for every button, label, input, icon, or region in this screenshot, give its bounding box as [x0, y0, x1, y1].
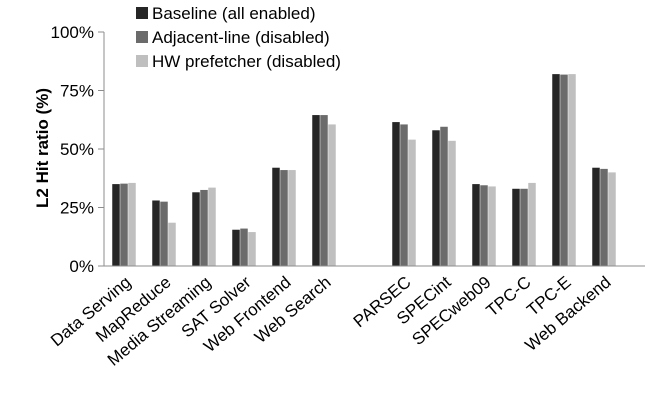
bar: [152, 200, 160, 266]
bar: [128, 182, 136, 266]
y-tick-label: 100%: [51, 23, 94, 42]
bars: [112, 74, 616, 267]
bar: [312, 115, 320, 266]
bar: [552, 74, 560, 267]
bar: [208, 187, 216, 266]
legend-label: Baseline (all enabled): [152, 4, 316, 23]
bar: [448, 140, 456, 266]
bar: [240, 228, 248, 266]
bar: [528, 182, 536, 266]
y-tick-label: 50%: [60, 140, 94, 159]
bar: [288, 170, 296, 266]
legend-label: Adjacent-line (disabled): [152, 28, 330, 47]
bar: [568, 74, 576, 267]
legend-label: HW prefetcher (disabled): [152, 52, 341, 71]
x-tick-label: TPC-C: [483, 273, 535, 321]
bar: [248, 232, 256, 266]
legend: Baseline (all enabled) Adjacent-line (dis…: [136, 4, 341, 71]
legend-swatch: [136, 7, 148, 19]
bar: [592, 167, 600, 266]
bar: [472, 184, 480, 266]
bar: [112, 184, 120, 266]
bar: [432, 130, 440, 266]
bar: [160, 201, 168, 266]
bar: [192, 192, 200, 266]
bar: [320, 115, 328, 266]
y-tick-label: 0%: [69, 257, 94, 276]
bar: [600, 168, 608, 266]
bar: [608, 172, 616, 266]
bar: [480, 185, 488, 266]
bar: [520, 188, 528, 266]
bar: [560, 74, 568, 266]
bar: [168, 222, 176, 266]
y-axis: 0% 25% 50% 75% 100%: [51, 23, 105, 276]
bar: [488, 186, 496, 266]
bar: [328, 124, 336, 267]
bar: [512, 188, 520, 266]
bar: [280, 170, 288, 266]
bar: [392, 122, 400, 266]
bar: [408, 139, 416, 266]
bar: [200, 189, 208, 266]
y-tick-label: 25%: [60, 199, 94, 218]
y-axis-label: L2 Hit ratio (%): [33, 88, 52, 208]
legend-swatch: [136, 31, 148, 43]
bar: [272, 167, 280, 266]
bar: [120, 183, 128, 266]
legend-swatch: [136, 55, 148, 67]
y-tick-label: 75%: [60, 82, 94, 101]
bar: [232, 229, 240, 266]
bar: [440, 126, 448, 267]
bar: [400, 124, 408, 267]
